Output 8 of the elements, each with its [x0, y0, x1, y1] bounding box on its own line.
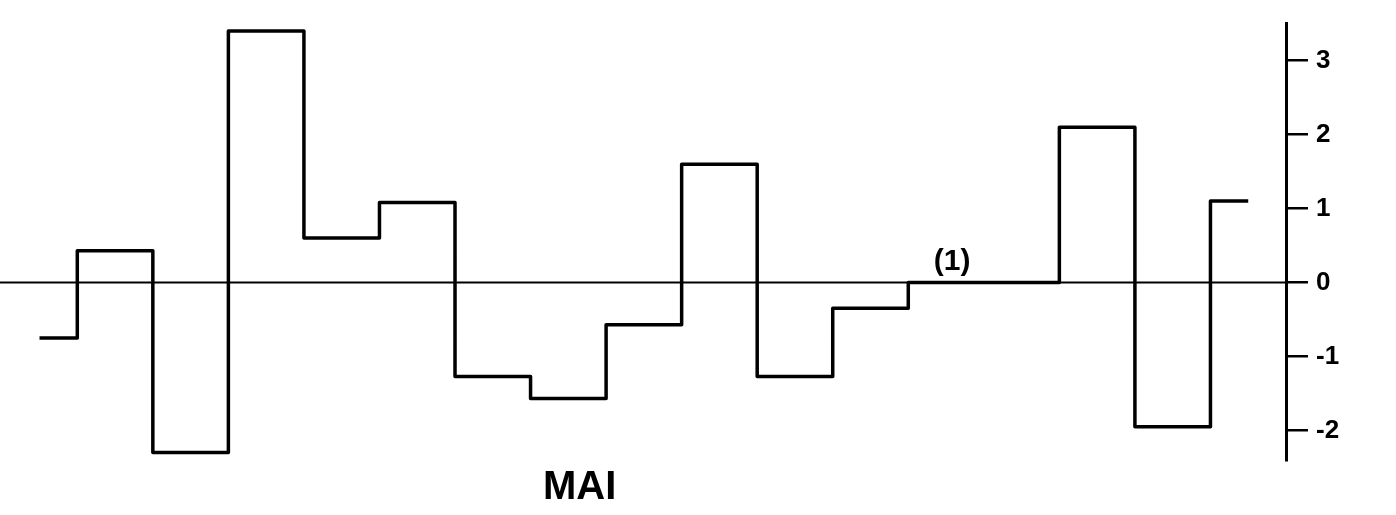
y-tick-label: -1: [1316, 339, 1340, 370]
y-tick-label: -2: [1316, 413, 1340, 444]
y-tick-label: 2: [1316, 117, 1331, 148]
text: MAI: [543, 463, 617, 508]
y-tick-label: 1: [1316, 191, 1331, 222]
y-tick-label: 0: [1316, 265, 1331, 296]
annotation: (1): [933, 242, 971, 276]
y-tick-label: 3: [1316, 43, 1331, 74]
